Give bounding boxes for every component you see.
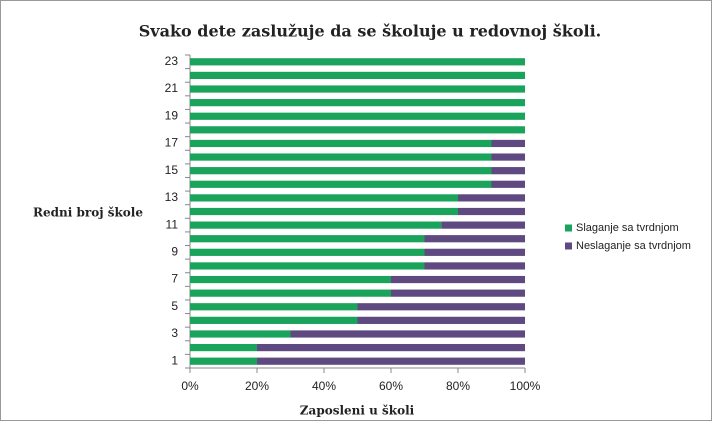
y-tick-label: 19 [165,108,179,122]
legend-swatch [565,224,572,232]
bar-segment [190,180,492,188]
x-tick-label: 60% [379,379,403,393]
bar-segment [190,139,492,148]
bar-segment [190,167,492,175]
legend-label: Slaganje sa tvrdnjom [576,222,679,234]
bar-segment [190,330,291,338]
bar-segment [357,303,525,311]
bar-segment [190,85,525,93]
bar-segment [458,194,525,202]
x-tick-label: 40% [312,379,336,393]
bar-segment [424,235,525,243]
bar-segment [190,126,525,134]
y-tick-label: 1 [171,353,178,367]
bar-segment [441,221,525,229]
bar-segment [190,112,525,120]
bar-segment [391,275,525,284]
x-tick-label: 20% [245,379,269,393]
bar-segment [190,262,425,270]
y-tick-label: 3 [171,326,178,340]
x-tick-label: 0% [181,379,199,393]
bar-segment [190,221,442,229]
bar-segment [190,303,358,311]
y-tick-label: 11 [166,217,179,231]
y-tick-label: 21 [165,81,179,95]
y-axis-label: Redni broj škole [33,206,143,220]
bar-segment [190,289,391,297]
bar-segment [357,316,525,324]
bar-segment [290,330,525,338]
bar-segment [491,180,525,188]
y-tick-label: 13 [165,190,179,204]
bar-segment [424,248,525,256]
bar-segment [491,153,525,161]
x-axis-label: Zaposleni u školi [300,404,415,418]
bar-segment [190,99,525,107]
bar-segment [190,343,257,352]
bar-segment [424,262,525,270]
bar-segment [190,207,458,216]
y-tick-label: 17 [165,136,179,150]
x-tick-label: 100% [510,379,541,393]
bar-segment [190,357,257,365]
bar-segment [458,207,525,216]
x-tick-label: 80% [446,379,470,393]
bar-segment [491,139,525,148]
bar-segment [190,153,492,161]
bar-segment [257,357,525,365]
legend-label: Neslaganje sa tvrdnjom [576,240,691,252]
y-tick-label: 7 [171,272,178,286]
bar-segment [190,58,525,66]
y-tick-label: 23 [165,54,179,68]
bar-segment [257,343,525,352]
y-tick-label: 9 [171,244,178,258]
bar-segment [190,71,525,80]
bar-segment [491,167,525,175]
bar-segment [391,289,525,297]
bar-segment [190,248,425,256]
y-tick-label: 5 [171,299,178,313]
bar-segment [190,235,425,243]
y-tick-label: 15 [165,163,179,177]
bar-segment [190,194,458,202]
chart-title: Svako dete zaslužuje da se školuje u red… [139,22,602,41]
bar-segment [190,275,391,284]
legend-swatch [565,242,572,250]
bar-segment [190,316,358,324]
